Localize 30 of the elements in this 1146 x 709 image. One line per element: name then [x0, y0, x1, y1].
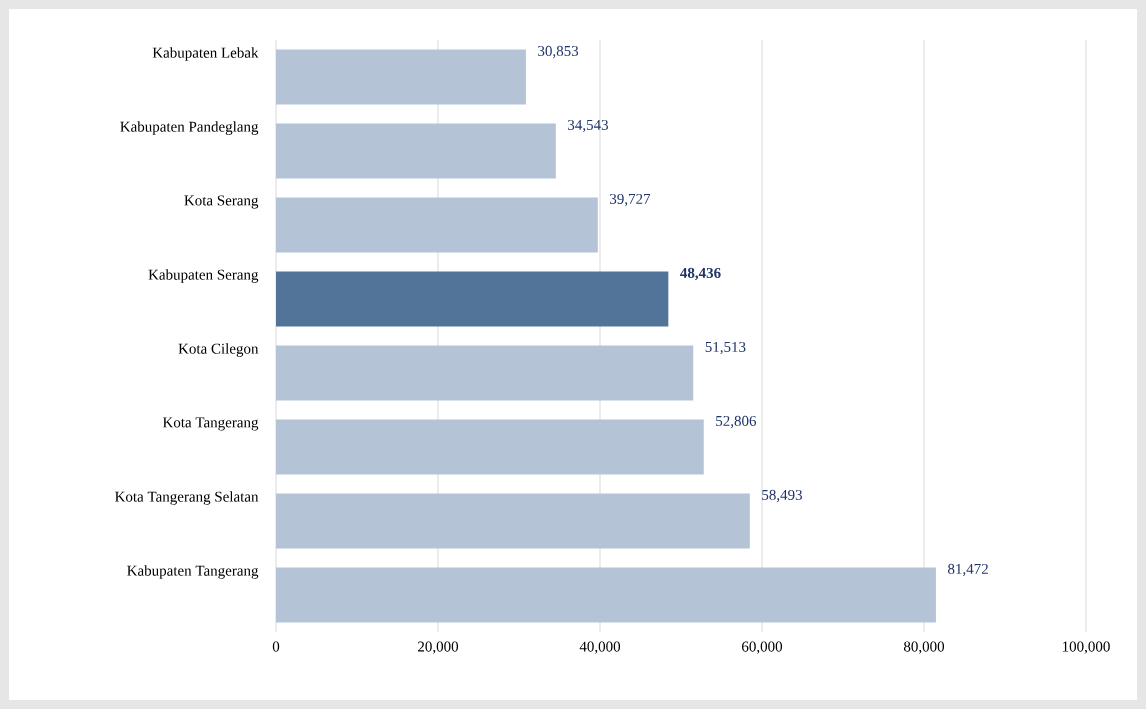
x-tick-label: 60,000: [742, 641, 783, 654]
bar: [276, 197, 598, 253]
data-label: 52,806: [716, 415, 757, 429]
bar: [276, 345, 694, 401]
data-label: 39,727: [610, 193, 651, 207]
x-tick-label: 40,000: [579, 641, 621, 654]
y-tick-label: Kabupaten Serang: [148, 269, 259, 283]
y-tick-label: Kabupaten Lebak: [152, 47, 259, 61]
data-label: 81,472: [948, 563, 988, 577]
y-tick-label: Kota Serang: [184, 195, 259, 209]
y-tick-label: Kabupaten Pandeglang: [120, 121, 259, 135]
y-tick-label: Kota Tangerang Selatan: [115, 491, 259, 505]
x-tick-label: 0: [272, 641, 280, 652]
data-label: 48,436: [680, 267, 721, 281]
y-tick-label: Kota Tangerang: [162, 417, 259, 431]
bar: [276, 123, 556, 179]
y-tick-label: Kota Cilegon: [178, 343, 259, 357]
data-label: 30,853: [538, 45, 579, 59]
bar: [276, 49, 526, 105]
x-tick-label: 20,000: [418, 641, 459, 654]
data-label: 51,513: [705, 341, 746, 355]
bar: [276, 419, 704, 475]
y-tick-label: Kabupaten Tangerang: [127, 565, 259, 579]
x-tick-label: 80,000: [903, 641, 945, 654]
bar: [276, 567, 936, 623]
bar: [276, 493, 750, 549]
data-label: 34,543: [568, 119, 608, 133]
x-tick-label: 100,000: [1062, 641, 1110, 654]
bar: [276, 271, 669, 327]
data-label: 58,493: [762, 489, 802, 503]
